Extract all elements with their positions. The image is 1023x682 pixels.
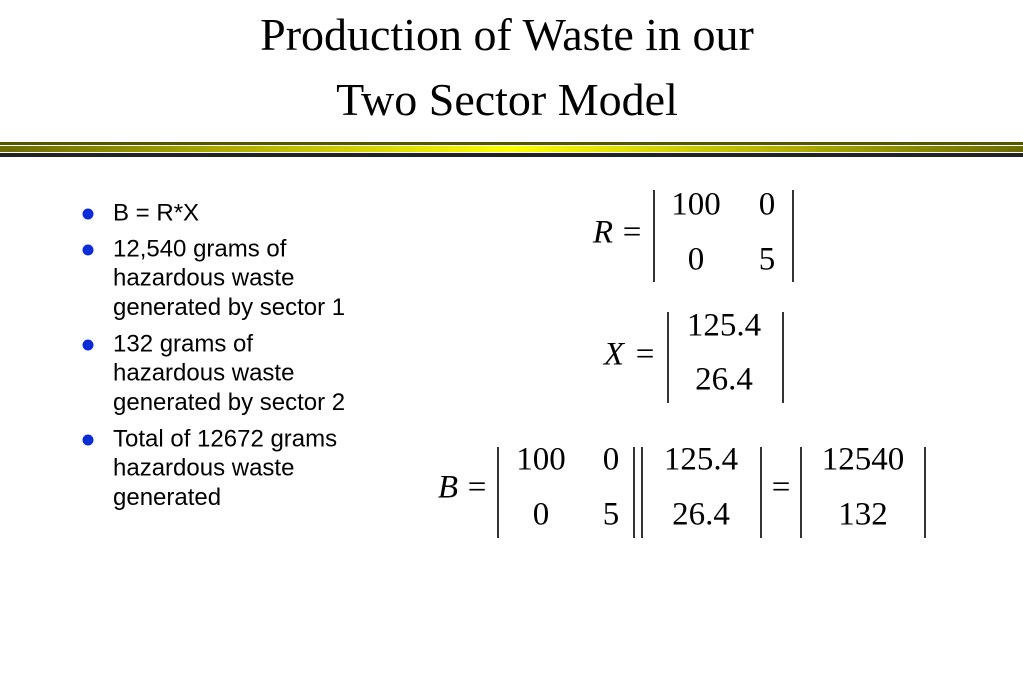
matrix-entry: 12540 [822,442,905,478]
bullet-text: generated [113,484,221,511]
equation-r: R = 100 0 0 5 [592,187,794,282]
bullet-text: B = R*X [113,199,199,226]
bullet-text: hazardous waste [113,455,294,482]
bullet-text: hazardous waste [113,360,294,387]
matrix-entry: 5 [603,497,620,533]
matrix-entry: 132 [838,497,888,533]
variable: R [592,215,613,251]
matrix-entry: 26.4 [695,362,753,398]
matrix-entry: 100 [516,442,566,478]
bullet-text: 132 grams of [113,330,253,357]
bullet-text: hazardous waste [113,265,294,292]
matrix-entry: 5 [759,242,776,278]
matrix-entry: 0 [603,442,620,478]
equals: = [468,470,487,506]
matrix-entry: 26.4 [672,497,730,533]
matrix-entry: 125.4 [687,308,761,344]
equals: = [623,215,642,251]
bullet-dot [82,244,94,256]
title-line: Two Sector Model [336,74,678,125]
equals: = [636,337,655,373]
divider [0,142,1023,157]
title-line: Production of Waste in our [260,9,754,60]
matrix-entry: 100 [671,187,721,223]
matrix-entry: 0 [533,497,550,533]
bullet-text: generated by sector 1 [113,294,345,321]
bullet-dot [82,434,94,446]
bullet-text: 12,540 grams of [113,235,287,262]
matrix-entry: 0 [688,242,705,278]
bullet-text: generated by sector 2 [113,389,345,416]
equals: = [772,470,791,506]
matrix-entry: 0 [759,187,776,223]
variable: B [438,470,458,506]
equation-b: B = 100 0 0 5 125.4 26.4 = 12540 132 [438,442,926,538]
bullet-dot [82,208,94,220]
bullet-text: Total of 12672 grams [113,425,337,452]
variable: X [602,337,626,373]
bullet-dot [82,339,94,351]
matrix-entry: 125.4 [664,442,738,478]
equation-x: X = 125.4 26.4 [602,308,784,403]
